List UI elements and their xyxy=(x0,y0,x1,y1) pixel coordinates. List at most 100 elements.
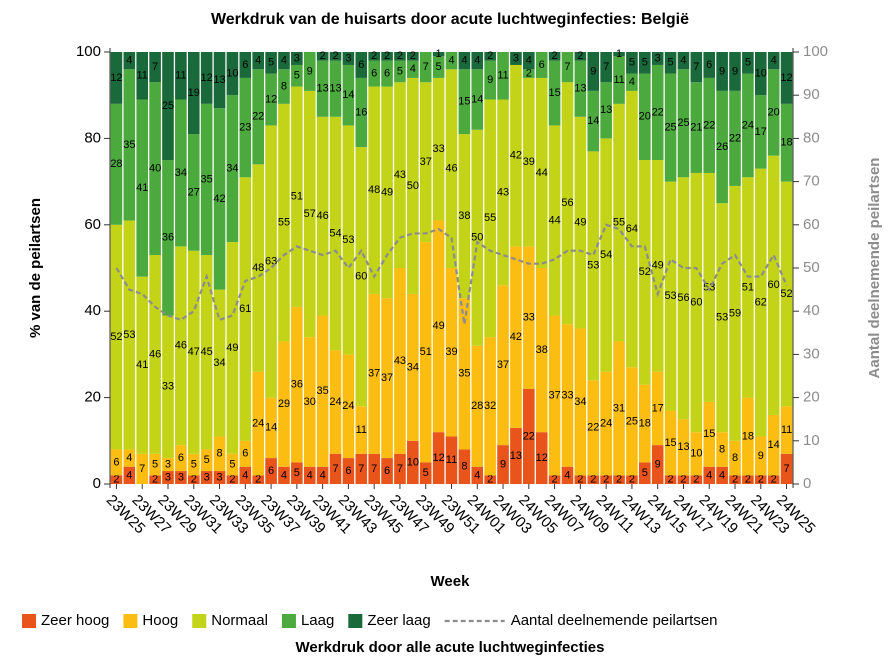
data-label: 2 xyxy=(577,50,583,62)
bar-segment xyxy=(484,337,496,476)
data-label: 5 xyxy=(397,65,403,77)
y2-tick-label: 80 xyxy=(803,129,820,146)
bar-segment xyxy=(342,458,355,484)
bar-segment xyxy=(587,90,600,152)
y2-tick-label: 40 xyxy=(803,302,820,319)
data-label: 14 xyxy=(587,115,599,127)
data-label: 2 xyxy=(487,50,493,62)
data-label: 2 xyxy=(758,474,764,486)
bar-segment xyxy=(600,82,612,139)
bar-segment xyxy=(535,268,548,433)
data-label: 5 xyxy=(423,467,429,479)
data-label: 46 xyxy=(149,348,161,360)
data-label: 46 xyxy=(445,163,457,175)
data-label: 38 xyxy=(536,344,548,356)
bar-segment xyxy=(729,475,741,484)
data-label: 2 xyxy=(487,474,493,486)
line-series xyxy=(115,223,788,325)
bar-segment xyxy=(329,350,342,454)
bar-segment xyxy=(381,458,393,484)
data-label: 10 xyxy=(690,448,702,460)
data-label: 5 xyxy=(629,57,635,69)
bar-segment xyxy=(780,453,793,484)
bar-segment xyxy=(677,475,690,484)
data-label: 4 xyxy=(771,55,777,67)
bar-segment xyxy=(445,69,458,268)
data-label: 61 xyxy=(239,303,251,315)
bar-segment xyxy=(407,440,419,484)
data-label: 53 xyxy=(664,290,676,302)
data-label: 11 xyxy=(137,70,148,82)
data-label: 43 xyxy=(497,186,509,198)
bar-segment xyxy=(291,306,303,463)
data-label: 2 xyxy=(590,474,596,486)
data-label: 6 xyxy=(242,448,248,460)
data-label: 2 xyxy=(410,50,416,62)
bar-segment xyxy=(200,471,213,484)
bar-segment xyxy=(458,52,471,70)
bar-segment xyxy=(187,453,200,476)
data-label: 11 xyxy=(175,70,186,82)
bar-segment xyxy=(651,160,664,372)
bar-segment xyxy=(136,453,149,484)
data-label: 13 xyxy=(600,104,612,116)
bar-segment xyxy=(303,337,316,467)
bar-segment xyxy=(613,341,625,476)
data-label: 50 xyxy=(471,232,483,244)
bar-segment xyxy=(162,52,174,160)
data-label: 2 xyxy=(668,474,674,486)
bar-segment xyxy=(780,406,793,454)
data-label: 3 xyxy=(513,52,519,64)
data-label: 25 xyxy=(677,117,689,129)
bar-segment xyxy=(419,242,432,463)
bar-segment xyxy=(291,86,303,307)
data-label: 59 xyxy=(729,307,741,319)
data-label: 46 xyxy=(175,340,187,352)
bar-segment xyxy=(677,69,690,178)
data-label: 60 xyxy=(768,279,780,291)
bar-segment xyxy=(767,52,780,70)
bar-segment xyxy=(368,453,380,484)
data-label: 27 xyxy=(188,186,200,198)
data-label: 12 xyxy=(780,72,792,84)
data-label: 7 xyxy=(423,61,429,73)
y2-tick-label: 70 xyxy=(803,173,820,190)
bar-segment xyxy=(329,453,342,484)
bar-segment xyxy=(200,255,213,450)
bar-segment xyxy=(535,77,548,268)
data-label: 36 xyxy=(162,232,174,244)
bar-segment xyxy=(754,52,767,96)
data-label: 3 xyxy=(216,471,222,483)
data-label: 6 xyxy=(242,59,248,71)
bar-segment xyxy=(342,354,355,459)
bar-segment xyxy=(690,52,703,83)
bar-segment xyxy=(651,52,664,65)
bar-segment xyxy=(497,285,509,446)
data-label: 13 xyxy=(317,83,329,95)
bar-segment xyxy=(432,77,445,221)
bar-segment xyxy=(626,52,638,74)
data-label: 4 xyxy=(255,55,261,67)
data-label: 2 xyxy=(526,68,532,80)
legend-swatch xyxy=(348,614,363,628)
data-label: 11 xyxy=(781,424,792,436)
bar-segment xyxy=(729,185,741,441)
data-label: 29 xyxy=(278,398,290,410)
bar-segment xyxy=(419,82,432,243)
data-label: 2 xyxy=(152,474,158,486)
data-label: 25 xyxy=(664,122,676,134)
data-label: 22 xyxy=(652,106,664,118)
bar-segment xyxy=(136,99,149,277)
bar-segment xyxy=(523,77,535,247)
data-label: 8 xyxy=(719,443,725,455)
data-label: 9 xyxy=(655,458,661,470)
data-label: 4 xyxy=(448,55,454,67)
bar-segment xyxy=(123,220,136,450)
bar-segment xyxy=(123,449,136,467)
bar-segment xyxy=(419,52,432,83)
data-label: 12 xyxy=(536,452,548,464)
bar-segment xyxy=(175,246,187,446)
data-label: 11 xyxy=(356,424,367,436)
bar-segment xyxy=(600,475,612,484)
bar-segment xyxy=(703,172,716,402)
